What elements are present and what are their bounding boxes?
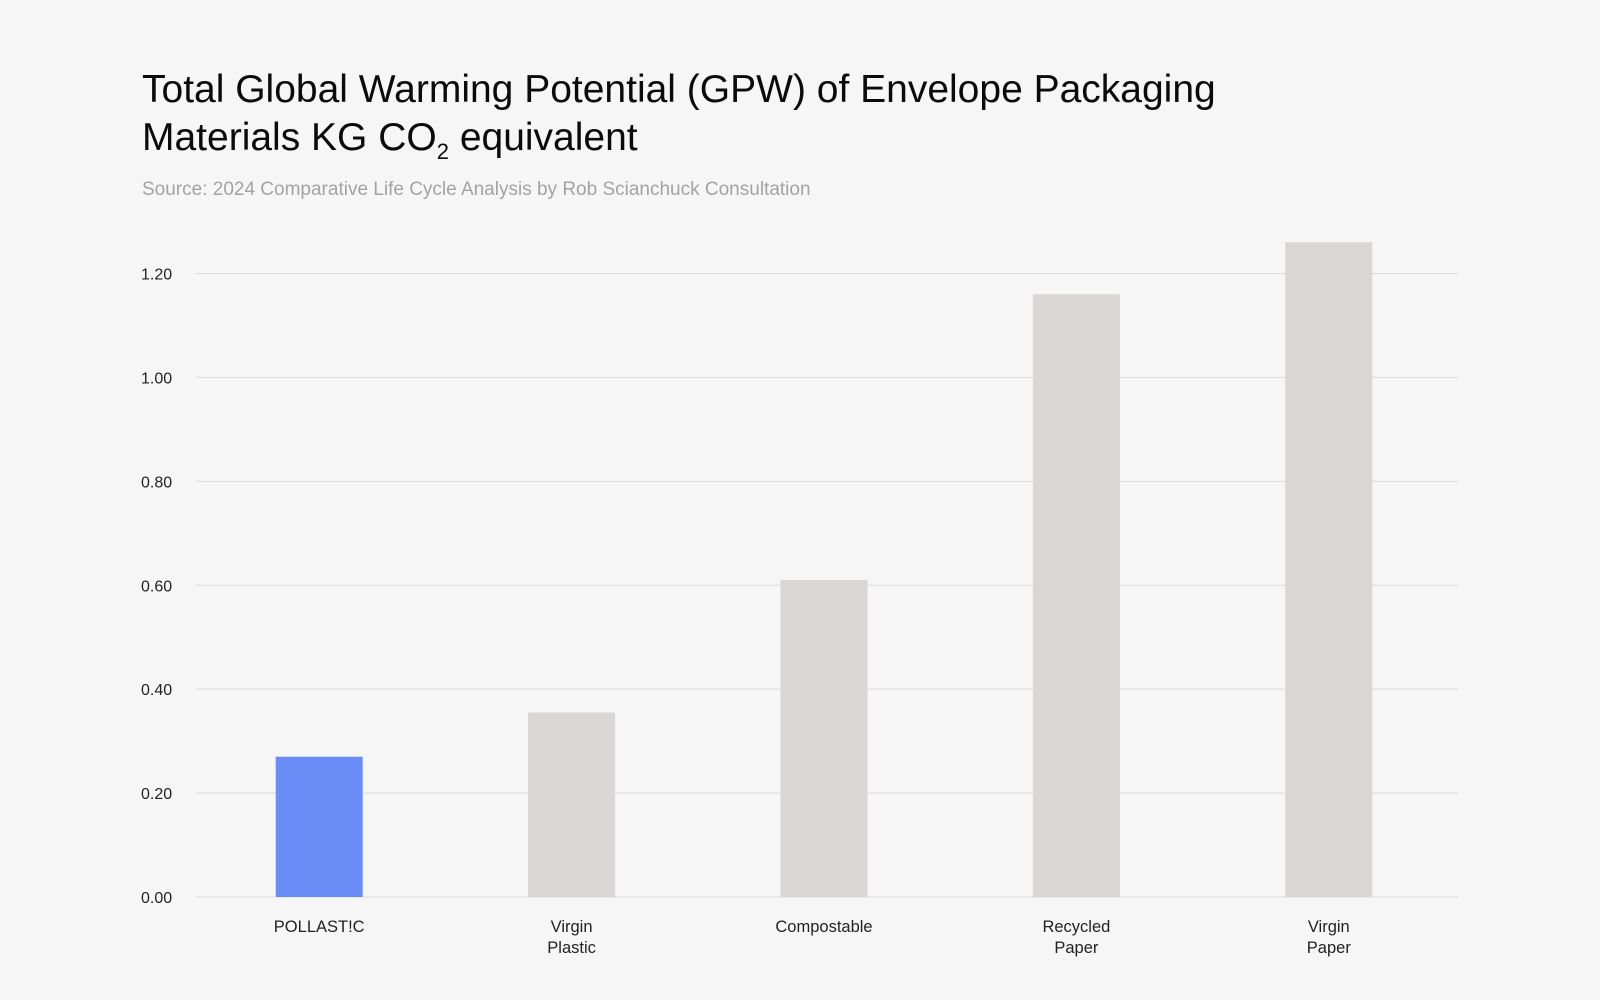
y-tick-label: 0.40: [141, 682, 172, 699]
x-tick-label-line: POLLAST!C: [274, 918, 365, 936]
title-rest: equivalent: [448, 116, 638, 159]
x-tick-label-line: Virgin: [1308, 918, 1350, 936]
title-line-1: Total Global Warming Potential (GPW) of …: [142, 68, 1216, 111]
bar: [275, 756, 363, 897]
title-line-2: Materials KG CO: [142, 116, 437, 159]
bar: [1285, 242, 1373, 897]
y-tick-label: 0.20: [141, 786, 172, 803]
x-tick-label-line: Recycled: [1042, 918, 1110, 936]
bar: [528, 712, 616, 897]
x-tick-label-line: Paper: [1307, 939, 1352, 957]
chart-title: Total Global Warming Potential (GPW) of …: [142, 66, 1442, 164]
y-tick-label: 1.20: [141, 267, 172, 284]
x-tick-label: Virgin Plastic: [547, 918, 596, 957]
y-tick-label: 1.00: [141, 370, 172, 387]
x-tick-label: Recycled Paper: [1042, 918, 1110, 957]
x-tick-label-line: Virgin: [551, 918, 593, 936]
x-tick-label: POLLAST!C: [274, 918, 365, 936]
x-tick-label: Virgin Paper: [1307, 918, 1352, 957]
y-tick-label: 0.00: [141, 890, 172, 907]
y-tick-label: 0.60: [141, 578, 172, 595]
bar: [1032, 294, 1120, 897]
bar: [780, 580, 868, 897]
x-tick-label-line: Plastic: [547, 939, 596, 957]
x-tick-label: Compostable: [775, 918, 872, 936]
title-subscript: 2: [436, 139, 449, 164]
x-tick-label-line: Paper: [1054, 939, 1099, 957]
chart-subtitle: Source: 2024 Comparative Life Cycle Anal…: [142, 179, 811, 200]
y-tick-label: 0.80: [141, 474, 172, 491]
x-tick-label-line: Compostable: [775, 918, 872, 936]
